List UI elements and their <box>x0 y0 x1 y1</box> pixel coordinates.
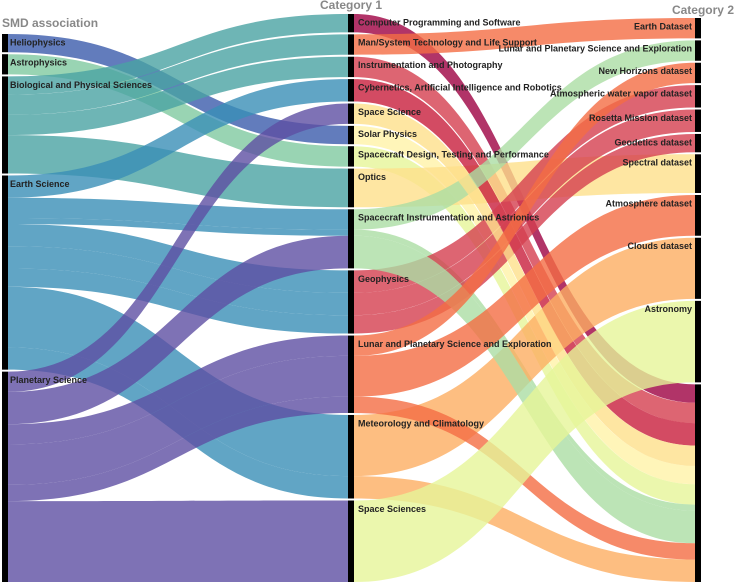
ribbon <box>354 194 695 397</box>
category-bar <box>695 133 701 153</box>
category-label: New Horizons dataset <box>598 66 692 76</box>
category-bar <box>695 384 701 582</box>
category-bar <box>695 62 701 84</box>
category-bar <box>2 54 8 75</box>
category-bar <box>695 194 701 236</box>
ribbon <box>354 18 695 55</box>
ribbon <box>354 235 695 544</box>
category-label: Rosetta Mission dataset <box>589 113 692 123</box>
dimension-label: Category 1 <box>320 0 382 12</box>
category-label: Space Science <box>358 107 421 117</box>
bars <box>2 14 701 582</box>
category-label: Solar Physics <box>358 129 417 139</box>
category-label: Lunar and Planetary Science and Explorat… <box>498 44 692 54</box>
category-bar <box>348 500 354 582</box>
category-bar <box>348 209 354 269</box>
ribbon <box>8 396 348 502</box>
ribbons <box>8 14 695 582</box>
category-label: Man/System Technology and Life Support <box>358 38 537 48</box>
category-bar <box>348 79 354 102</box>
category-label: Astronomy <box>644 304 692 314</box>
labels: SMD association Heliophysics Astrophysics B… <box>2 0 734 514</box>
category-label: Optics <box>358 172 386 182</box>
category-label: Earth Science <box>10 179 70 189</box>
ribbon <box>8 355 348 485</box>
category-label: Meteorology and Climatology <box>358 418 484 428</box>
category-bar <box>348 270 354 334</box>
category-label: Biological and Physical Sciences <box>10 80 152 90</box>
category-label: Computer Programming and Software <box>358 17 521 27</box>
category-label: Spacecraft Design, Testing and Performan… <box>358 150 549 160</box>
category-label: Clouds dataset <box>627 241 692 251</box>
category-label: Astrophysics <box>10 58 67 68</box>
category-label: Geodetics dataset <box>614 137 692 147</box>
ribbon <box>354 133 695 334</box>
category-label: Geophysics <box>358 274 409 284</box>
ribbon <box>8 246 348 316</box>
category-bar <box>695 154 701 193</box>
category-label: Lunar and Planetary Science and Explorat… <box>358 339 552 349</box>
category-bar <box>348 34 354 55</box>
category-label: Spectral dataset <box>622 158 692 168</box>
category-bar <box>2 34 8 53</box>
category-bar <box>695 237 701 299</box>
ribbon <box>8 217 348 236</box>
ribbon <box>8 14 348 95</box>
category-bar <box>348 414 354 499</box>
category-label: Planetary Science <box>10 375 87 385</box>
ribbon <box>8 235 348 425</box>
category-label: Heliophysics <box>10 37 66 47</box>
category-label: Atmosphere dataset <box>605 198 692 208</box>
ribbon <box>8 500 348 582</box>
dimension-label: Category 2 <box>672 3 734 17</box>
category-bar <box>348 103 354 124</box>
ribbon <box>354 300 695 582</box>
ribbon <box>8 335 348 445</box>
ribbon <box>8 34 348 115</box>
category-bar <box>348 125 354 145</box>
category-bar <box>2 76 8 174</box>
category-label: Space Sciences <box>358 504 426 514</box>
ribbon <box>8 197 348 230</box>
category-bar <box>695 85 701 108</box>
category-bar <box>695 300 701 383</box>
category-bar <box>348 335 354 413</box>
category-label: Atmospheric water vapor dataset <box>550 88 692 98</box>
category-bar <box>2 371 8 582</box>
ribbon <box>8 56 348 136</box>
category-bar <box>695 18 701 39</box>
ribbon <box>8 79 348 198</box>
ribbon <box>8 135 348 208</box>
category-label: Earth Dataset <box>634 21 692 31</box>
category-label: Cybernetics, Artificial Intelligence and… <box>358 82 562 92</box>
ribbon <box>354 85 695 293</box>
ribbon <box>8 268 348 334</box>
ribbon <box>354 40 695 230</box>
category-label: Spacecraft Instrumentation and Astrionic… <box>358 213 539 223</box>
category-label: Instrumentation and Photography <box>358 60 503 70</box>
category-bar <box>348 56 354 78</box>
ribbon <box>354 146 695 505</box>
category-bar <box>348 14 354 33</box>
category-bar <box>695 40 701 61</box>
ribbon <box>354 79 695 446</box>
category-bar <box>695 109 701 132</box>
dimension-label: SMD association <box>2 16 98 30</box>
ribbon <box>354 62 695 356</box>
ribbon <box>8 103 348 392</box>
category-bar <box>348 168 354 208</box>
category-bar <box>348 146 354 167</box>
category-bar <box>2 175 8 370</box>
